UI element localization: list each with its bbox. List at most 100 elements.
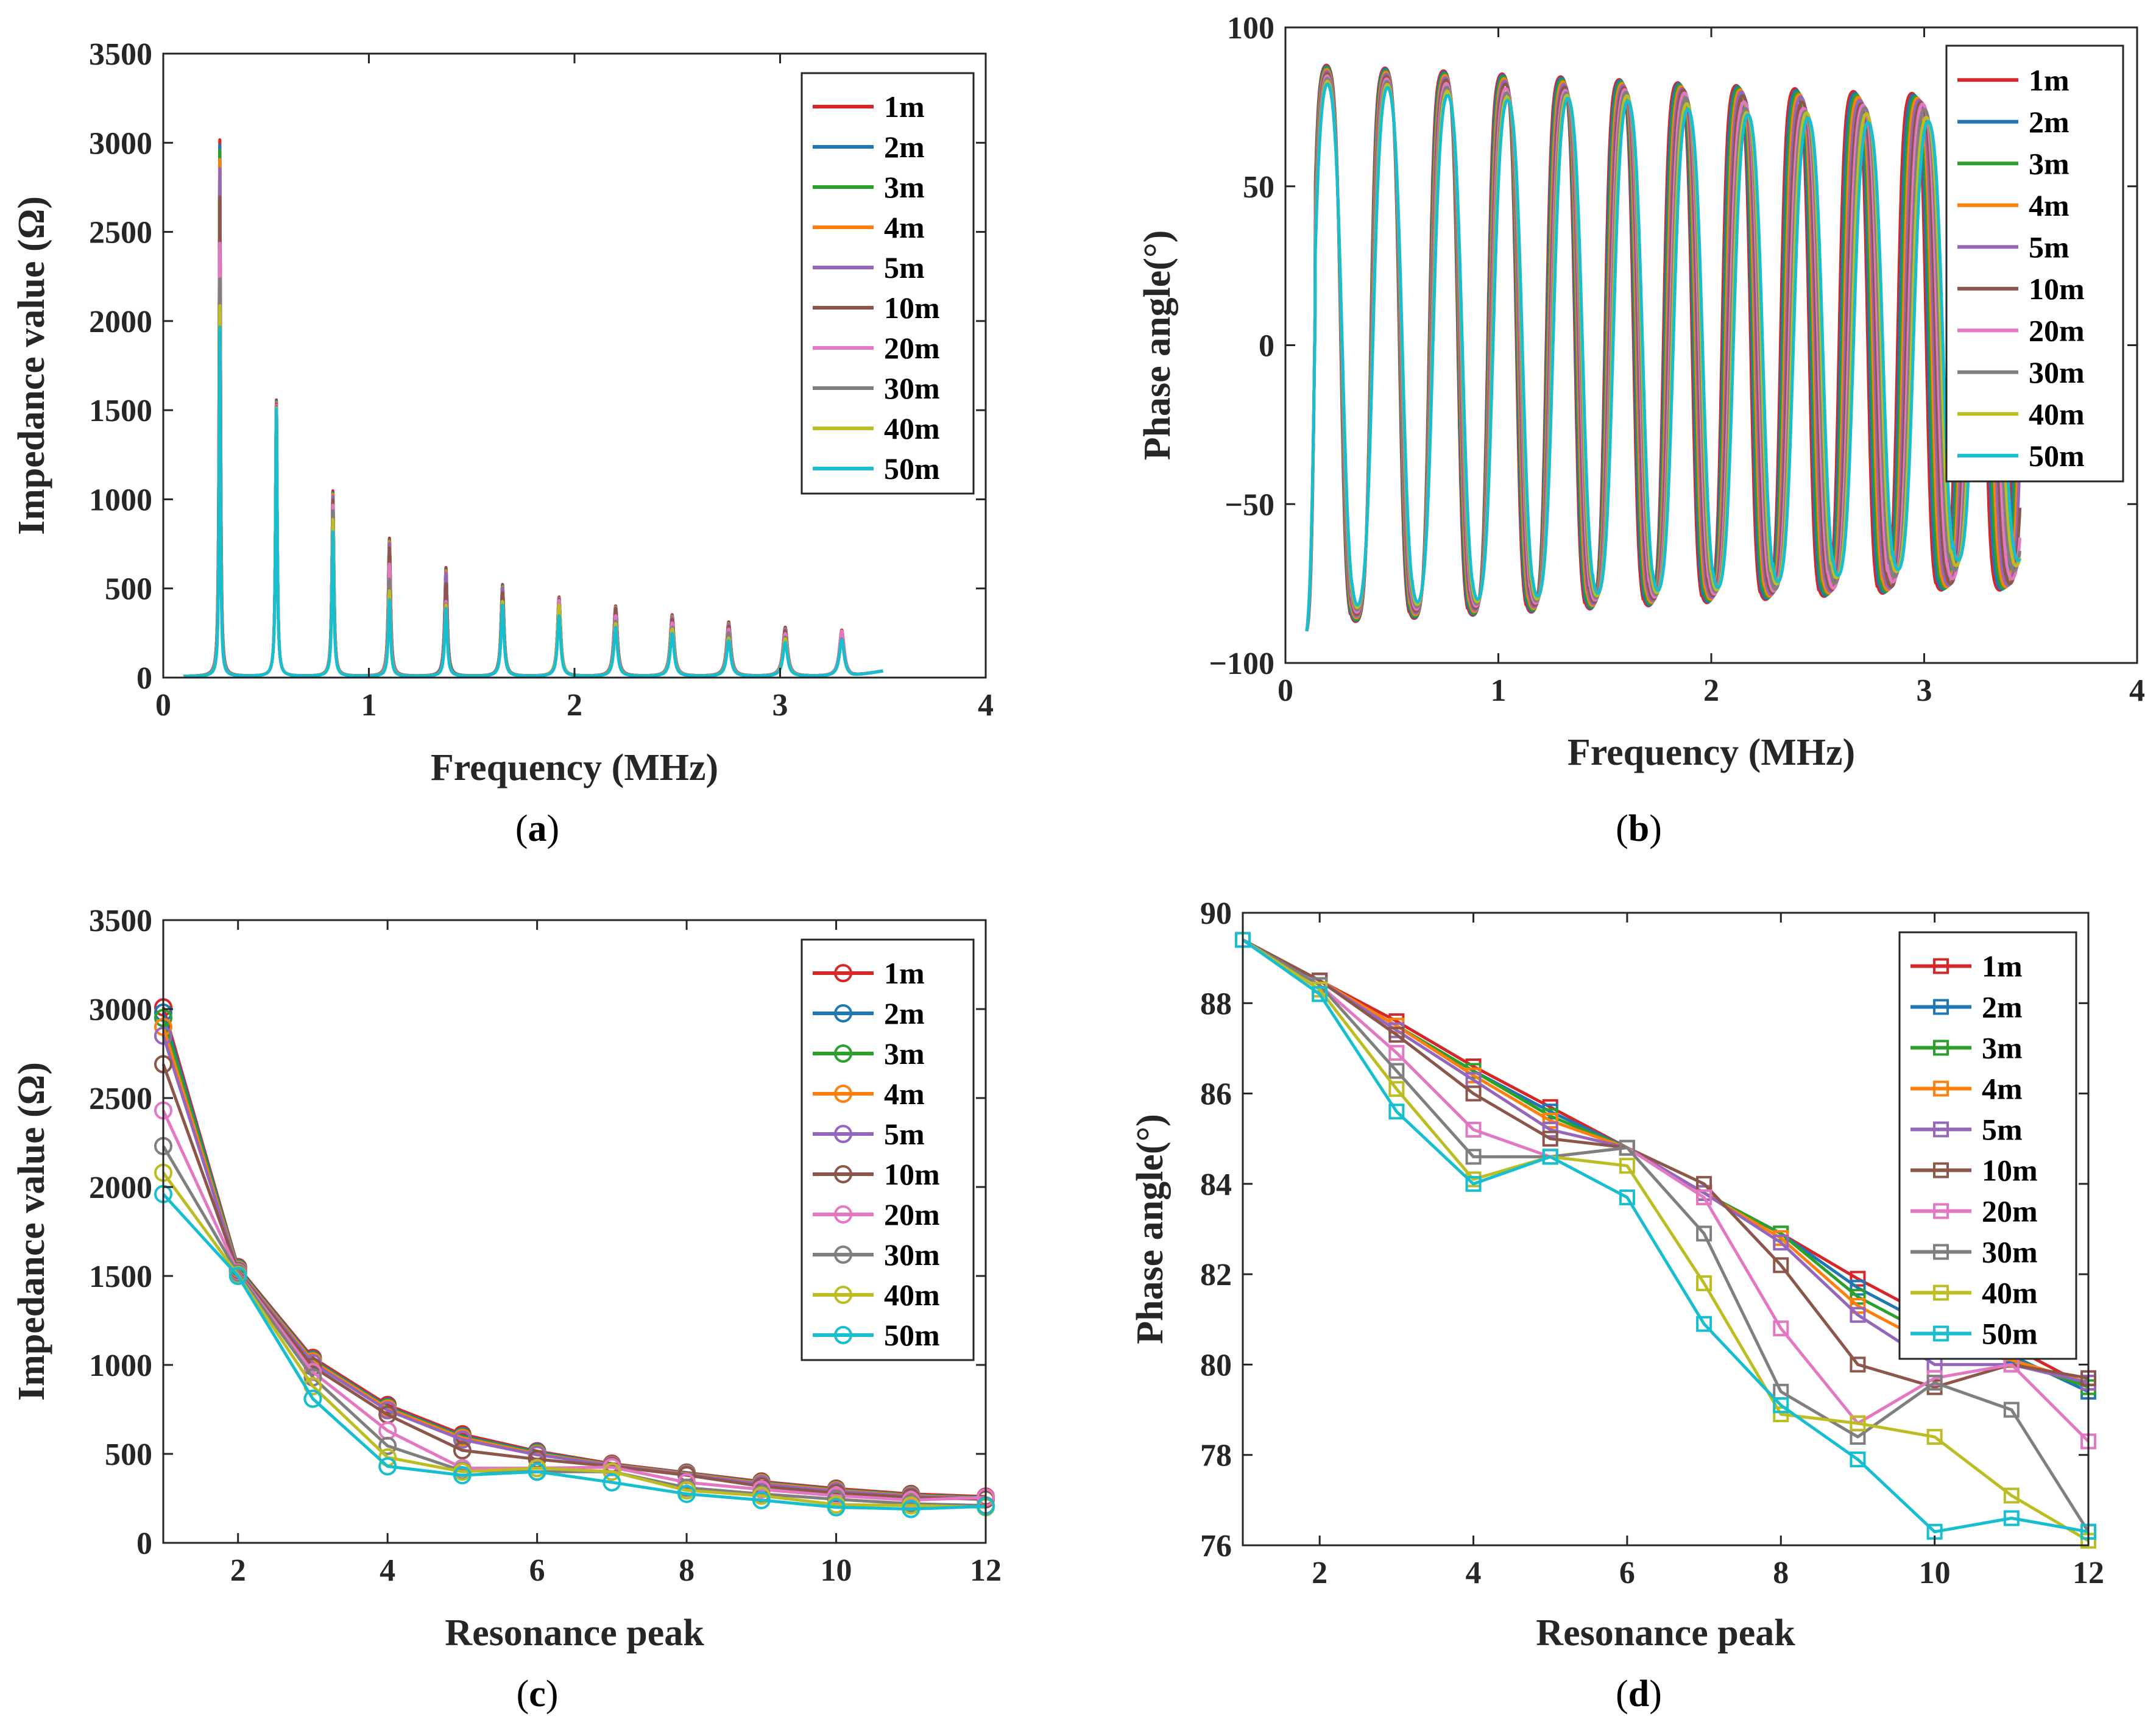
point-50m-8 — [677, 1484, 696, 1503]
point-20m-4 — [1465, 1121, 1482, 1138]
legend-label-5m: 5m — [2029, 230, 2069, 264]
point-10m-8 — [1773, 1257, 1789, 1274]
point-1m-9 — [1850, 1270, 1866, 1287]
point-10m-5 — [1542, 1130, 1558, 1147]
y-tick-label: 3000 — [89, 993, 152, 1027]
series-line-20m — [1242, 938, 2090, 1443]
y-tick-label: 80 — [1200, 1348, 1232, 1383]
x-tick-label: 1 — [361, 688, 377, 723]
point-50m-3 — [1388, 1104, 1405, 1120]
axes-box — [1242, 912, 2090, 1547]
x-tick-label: 2 — [1703, 673, 1719, 708]
point-30m-7 — [1696, 1225, 1712, 1242]
series-group — [182, 138, 885, 678]
point-30m-11 — [2003, 1401, 2020, 1418]
legend-marker-30m — [834, 1245, 852, 1264]
y-tick-label: 100 — [1227, 11, 1274, 46]
legend-label-3m: 3m — [1982, 1031, 2023, 1065]
x-tick-label: 2 — [230, 1553, 246, 1588]
legend-label-50m: 50m — [2029, 439, 2085, 473]
y-axis-label: Impedance value (Ω) — [11, 1062, 52, 1401]
caption-a: (a) — [515, 808, 559, 849]
point-50m-10 — [827, 1498, 846, 1517]
legend-box — [1898, 931, 2077, 1360]
y-tick-label: 500 — [105, 1437, 152, 1472]
y-tick-label: 0 — [136, 1526, 152, 1561]
legend-label-10m: 10m — [884, 1157, 940, 1191]
legend-label-40m: 40m — [2029, 397, 2085, 431]
point-50m-4 — [378, 1457, 397, 1476]
x-axis-label: Resonance peak — [445, 1612, 704, 1654]
y-tick-label: 3500 — [89, 37, 152, 72]
x-tick-label: 8 — [679, 1553, 695, 1588]
legend-label-4m: 4m — [884, 1077, 925, 1111]
caption-b: (b) — [1616, 808, 1662, 849]
y-axis-label: Phase angle(°) — [1137, 230, 1178, 461]
point-50m-2 — [228, 1267, 247, 1285]
series-line-10m — [161, 1063, 986, 1501]
legend-label-40m: 40m — [884, 1278, 940, 1312]
point-50m-4 — [1465, 1175, 1482, 1192]
point-30m-6 — [1619, 1139, 1635, 1156]
legend-label-20m: 20m — [884, 1197, 940, 1231]
legend-marker-20m — [834, 1205, 852, 1224]
series-line-50m — [162, 1193, 986, 1511]
series-line-5m — [1242, 938, 2089, 1384]
legend-label-4m: 4m — [1982, 1072, 2023, 1106]
legend-marker-3m — [834, 1044, 852, 1063]
x-tick-label: 4 — [1466, 1556, 1482, 1590]
point-50m-11 — [2003, 1510, 2020, 1526]
x-tick-label: 3 — [772, 688, 788, 723]
y-tick-label: 86 — [1200, 1077, 1232, 1112]
y-tick-label: 2000 — [89, 1171, 152, 1205]
legend: 1m 2m 3m 4m 5m 10m 20m 30m 40m 50m — [801, 72, 975, 495]
point-20m-8 — [1773, 1320, 1789, 1337]
x-tick-label: 6 — [529, 1553, 545, 1588]
y-tick-label: 76 — [1200, 1529, 1232, 1564]
x-axis-label: Resonance peak — [1536, 1612, 1795, 1654]
x-tick-label: 0 — [1278, 673, 1293, 708]
point-4m-5 — [1542, 1113, 1558, 1129]
legend-label-2m: 2m — [1982, 990, 2023, 1024]
legend-label-50m: 50m — [884, 1318, 940, 1352]
legend-label-5m: 5m — [884, 250, 925, 285]
point-40m-11 — [2003, 1487, 2020, 1504]
legend-marker-10m — [834, 1165, 852, 1183]
legend-marker-3m — [1933, 1040, 1949, 1056]
series-line-30m — [161, 1145, 986, 1508]
x-tick-label: 10 — [821, 1553, 852, 1588]
point-50m-2 — [1312, 986, 1328, 1002]
legend-marker-50m — [1933, 1325, 1949, 1342]
legend-label-10m: 10m — [2029, 272, 2085, 306]
point-50m-11 — [902, 1500, 921, 1518]
legend-label-1m: 1m — [1982, 949, 2023, 983]
legend: 1m 2m 3m 4m 5m 10m 20m 30m 40m 50m — [1945, 44, 2124, 483]
y-tick-label: 0 — [136, 661, 152, 696]
legend-box — [801, 938, 975, 1361]
y-tick-label: 90 — [1200, 896, 1232, 931]
point-40m-8 — [1773, 1406, 1789, 1422]
x-tick-label: 12 — [970, 1553, 1002, 1588]
point-10m-9 — [1850, 1356, 1866, 1373]
legend-label-10m: 10m — [884, 291, 940, 325]
y-tick-label: 2500 — [89, 216, 152, 250]
point-40m-9 — [1850, 1415, 1866, 1431]
y-tick-label: 50 — [1243, 170, 1274, 205]
y-tick-label: 2000 — [89, 305, 152, 339]
x-tick-label: 4 — [380, 1553, 395, 1588]
legend-label-20m: 20m — [884, 331, 940, 365]
y-tick-label: 1000 — [89, 483, 152, 517]
point-20m-7 — [1696, 1189, 1712, 1206]
legend-marker-5m — [834, 1125, 852, 1143]
x-tick-label: 2 — [567, 688, 582, 723]
axes-frame: 2 4 6 8 10 12 76 78 80 82 84 86 88 90 Resonance peak Ph… — [1129, 896, 2104, 1654]
y-axis-label: Phase angle(°) — [1129, 1114, 1171, 1344]
point-40m-3 — [1388, 1081, 1405, 1097]
legend-label-10m: 10m — [1982, 1153, 2038, 1188]
legend-label-30m: 30m — [1982, 1235, 2038, 1269]
legend-marker-30m — [1933, 1244, 1949, 1260]
legend-marker-20m — [1933, 1203, 1949, 1219]
x-tick-label: 12 — [2073, 1556, 2104, 1590]
point-40m-6 — [1619, 1158, 1635, 1174]
